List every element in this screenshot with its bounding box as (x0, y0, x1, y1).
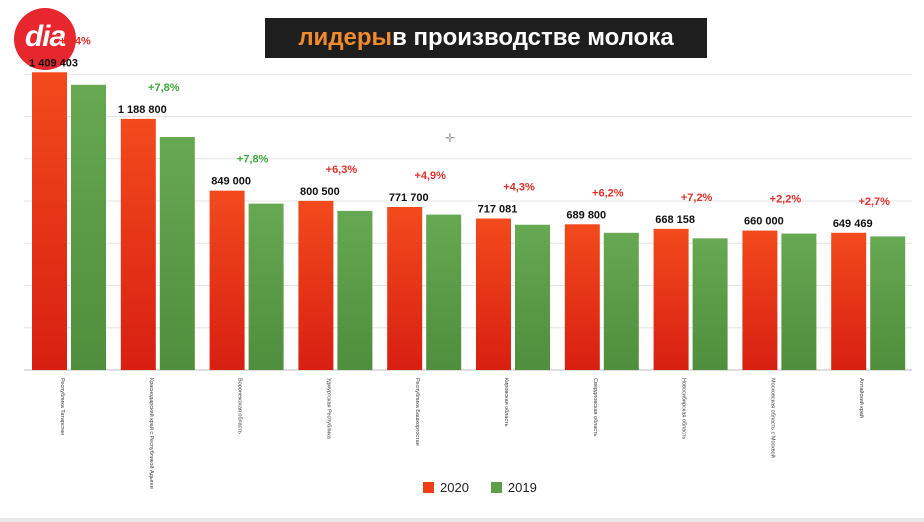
category-label: Алтайский край (858, 378, 865, 418)
legend-swatch-2020 (423, 482, 434, 493)
category-label: Московская область с Москвой (769, 378, 776, 458)
data-label-2020: 668 158 (655, 214, 695, 226)
data-label-2020: 717 081 (478, 204, 518, 216)
bar-2019 (870, 236, 906, 370)
bottom-strip (0, 518, 924, 522)
logo-text: dia (24, 20, 66, 53)
growth-label: +6,3% (326, 164, 358, 176)
dia-logo: dia (14, 8, 76, 70)
bar-2020 (831, 232, 867, 370)
data-label-2020: 849 000 (211, 176, 251, 188)
bar-2019 (71, 84, 106, 370)
chart-title: лидеры в производстве молока (265, 18, 707, 58)
bar-2019 (692, 238, 728, 370)
bar-2020 (387, 206, 423, 370)
data-label-2020: 1 188 800 (118, 104, 167, 116)
growth-label: +4,3% (503, 182, 535, 194)
category-label: Краснодарский край с Республикой Адыгея (148, 378, 155, 489)
data-label-2020: 689 800 (566, 209, 606, 221)
bar-2019 (248, 203, 284, 370)
growth-label: +7,2% (681, 192, 713, 204)
data-label-2020: 660 000 (744, 216, 784, 228)
bar-2020 (209, 190, 245, 370)
bar-2020 (120, 118, 156, 370)
legend-label-2020: 2020 (440, 480, 469, 495)
bar-2019 (337, 210, 373, 370)
legend-swatch-2019 (490, 482, 502, 493)
legend-item-2020: 2020 (423, 480, 469, 495)
data-label-2020: 800 500 (300, 186, 340, 198)
category-label: Кировская область (503, 378, 509, 427)
title-rest: в производстве молока (392, 24, 674, 51)
growth-label: +7,8% (148, 82, 180, 94)
bar-2019 (426, 214, 462, 370)
category-label: Республика Башкортостан (414, 378, 420, 446)
data-label-2020: 771 700 (389, 192, 429, 204)
data-label-2020: 1 409 403 (29, 57, 78, 69)
bar-2020 (476, 218, 511, 370)
bar-2020 (32, 72, 67, 371)
growth-label: +4,4% (59, 35, 91, 47)
legend-label-2019: 2019 (507, 480, 537, 495)
legend: 2020 2019 (423, 480, 559, 495)
growth-label: +4,9% (414, 170, 446, 182)
data-label-2020: 649 469 (833, 218, 873, 230)
bar-2019 (159, 136, 195, 370)
growth-label: +7,8% (237, 154, 269, 166)
title-accent: лидеры (298, 24, 393, 51)
bar-2020 (653, 228, 689, 370)
category-label: Новосибирская область (681, 378, 687, 439)
growth-label: +2,7% (858, 196, 890, 208)
crosshair-icon: ✛ (445, 131, 456, 145)
bar-2020 (298, 200, 334, 370)
bar-2019 (515, 224, 550, 370)
growth-label: +2,2% (770, 194, 802, 206)
category-label: Воронежская область (237, 378, 243, 434)
category-label: Республика Татарстан (59, 378, 65, 435)
bar-2020 (564, 224, 600, 370)
bar-2019 (781, 233, 817, 370)
bar-2019 (603, 232, 639, 370)
growth-label: +6,2% (592, 187, 624, 199)
bar-2020 (742, 230, 778, 370)
category-label: Свердловская область (592, 378, 598, 437)
category-label: Удмуртская Республика (325, 378, 331, 440)
legend-item-2019: 2019 (490, 480, 537, 495)
